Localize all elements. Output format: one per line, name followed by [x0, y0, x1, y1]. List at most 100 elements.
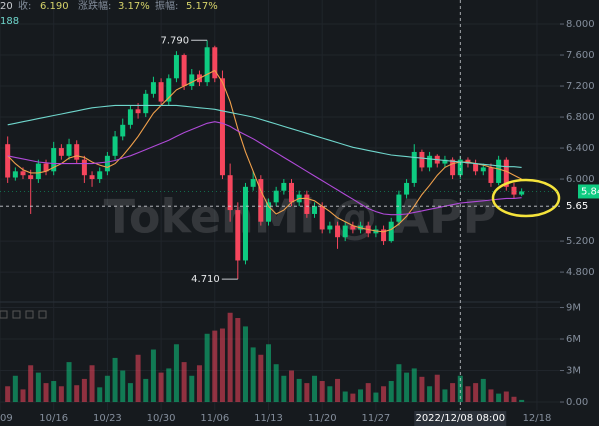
candle-body [20, 171, 26, 176]
volume-bar [296, 378, 302, 403]
candle-body [304, 194, 310, 214]
candle-body [503, 159, 509, 187]
candle-body [488, 167, 494, 183]
header-text: 6.190 [40, 1, 69, 12]
y-tick-label: 5.200 [566, 236, 595, 247]
volume-bar [473, 383, 479, 403]
y2-tick-label: 6M [566, 334, 581, 345]
volume-bar [219, 328, 225, 403]
y2-tick-label: 9M [566, 303, 581, 314]
candle-body [28, 175, 34, 180]
header: 20 收: 6.190 涨跌幅: 3.17% 振幅: 5.17% 188 [0, 0, 218, 27]
volume-bar [51, 381, 57, 403]
volume-bar [5, 386, 11, 403]
candle-body [411, 151, 417, 183]
volume-bar [312, 375, 318, 403]
candle-body [242, 186, 248, 261]
volume-bar [212, 330, 218, 403]
volume-bar [419, 376, 425, 403]
volume-bar [104, 375, 110, 403]
last-price-label: 5.84 [581, 186, 599, 197]
candle-body [66, 144, 72, 156]
volume-bar [388, 381, 394, 403]
candle-body [396, 194, 402, 222]
candle-body [127, 109, 133, 125]
header-text: 振幅: [155, 0, 178, 12]
candle-body [312, 206, 318, 214]
volume-bar [135, 354, 141, 403]
volume-bar [150, 349, 156, 403]
candle-body [404, 182, 410, 195]
volume-bar [89, 365, 95, 403]
volume-bar [350, 393, 356, 403]
candle-body [235, 210, 241, 261]
last-price-box [578, 184, 599, 199]
volume-bar [97, 387, 103, 403]
crosshair-date-box [414, 411, 507, 426]
candle-body [12, 171, 18, 178]
x-tick-label: 11/06 [200, 413, 229, 424]
y-tick-label: 6.800 [566, 112, 595, 123]
volume-bar [112, 357, 118, 403]
volume-bar [396, 364, 402, 403]
candle-body [519, 191, 525, 195]
candle-body [388, 221, 394, 242]
volume-bar [342, 391, 348, 403]
volume-bar [28, 365, 34, 403]
y2-tick-label: 3M [566, 366, 581, 377]
candle-body [5, 144, 11, 178]
volume-bar [74, 385, 80, 403]
volume-bar [196, 365, 202, 403]
volume-bar [319, 381, 325, 403]
candle-body [327, 225, 333, 230]
candle-body [35, 163, 41, 180]
header-text: 收: [18, 0, 31, 12]
candle-body [97, 171, 103, 180]
candle-body [120, 124, 126, 137]
volume-bar [304, 383, 310, 403]
volume-bar [143, 378, 149, 403]
volume-bar [35, 372, 41, 403]
candle-body [58, 148, 64, 156]
volume-bar [365, 383, 371, 403]
candle-body [51, 148, 57, 172]
volume-bar [273, 364, 279, 403]
candle-body [135, 109, 141, 114]
candle-body [219, 78, 225, 176]
candle-body [112, 136, 118, 156]
header-text: 涨跌幅: [78, 0, 111, 12]
candle-body [319, 206, 325, 230]
volume-bar [381, 386, 387, 403]
volume-bar [450, 383, 456, 403]
x-tick-label: 10/16 [39, 413, 68, 424]
x-tick-label: 10/23 [93, 413, 122, 424]
volume-bar [511, 396, 517, 403]
volume-bar [120, 370, 126, 403]
candle-body [381, 229, 387, 242]
volume-bar [434, 374, 440, 403]
candle-body [173, 55, 179, 79]
y-tick-label: 7.600 [566, 50, 595, 61]
volume-bar [465, 386, 471, 403]
ma-line [7, 69, 522, 233]
volume-bar [158, 372, 164, 403]
candle-body [143, 93, 149, 114]
candle-body [189, 74, 195, 87]
candle-body [273, 190, 279, 203]
candle-body [281, 182, 287, 191]
volume-bar [373, 392, 379, 403]
volume-bar [404, 372, 410, 403]
annotation-label: 7.790 [160, 35, 189, 46]
candle-body [104, 155, 110, 172]
candle-body [480, 167, 486, 172]
candle-body [212, 47, 218, 79]
candle-body [158, 82, 164, 102]
volume-bar [166, 368, 172, 403]
candle-body [450, 159, 456, 176]
icon [0, 310, 8, 319]
volume-bar [289, 370, 295, 403]
volume-bar [250, 347, 256, 403]
y2-tick-label: 0.00 [566, 397, 588, 408]
icon [38, 310, 47, 319]
volume-bar [181, 362, 187, 403]
